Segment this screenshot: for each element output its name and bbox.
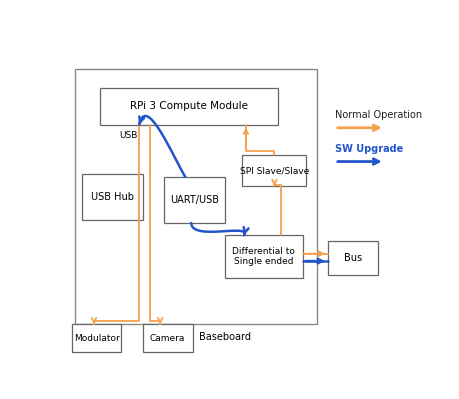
Text: Camera: Camera xyxy=(150,334,185,343)
FancyBboxPatch shape xyxy=(242,155,307,186)
FancyBboxPatch shape xyxy=(75,69,317,324)
Text: SW Upgrade: SW Upgrade xyxy=(335,144,403,154)
Text: Modulator: Modulator xyxy=(73,334,119,343)
FancyBboxPatch shape xyxy=(143,324,193,352)
FancyBboxPatch shape xyxy=(224,235,303,279)
FancyBboxPatch shape xyxy=(164,177,224,223)
FancyBboxPatch shape xyxy=(72,324,122,352)
Text: Baseboard: Baseboard xyxy=(199,332,251,342)
FancyBboxPatch shape xyxy=(328,241,378,275)
Text: RPi 3 Compute Module: RPi 3 Compute Module xyxy=(130,101,248,111)
FancyBboxPatch shape xyxy=(100,88,278,124)
Text: UART/USB: UART/USB xyxy=(170,195,219,205)
FancyBboxPatch shape xyxy=(82,174,143,220)
Text: SPI Slave/Slave: SPI Slave/Slave xyxy=(240,166,309,175)
Text: Differential to
Single ended: Differential to Single ended xyxy=(232,247,295,267)
Text: Normal Operation: Normal Operation xyxy=(335,110,422,120)
Text: USB Hub: USB Hub xyxy=(91,192,134,202)
Text: USB: USB xyxy=(119,131,138,140)
Text: Bus: Bus xyxy=(344,253,362,263)
